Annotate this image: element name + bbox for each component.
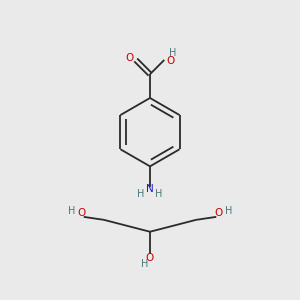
Text: H: H	[68, 206, 75, 216]
Text: N: N	[146, 184, 154, 194]
Text: H: H	[225, 206, 232, 216]
Text: O: O	[126, 53, 134, 63]
Text: H: H	[155, 189, 163, 199]
Text: H: H	[141, 259, 148, 269]
Text: O: O	[214, 208, 223, 218]
Text: O: O	[166, 56, 174, 66]
Text: O: O	[77, 208, 86, 218]
Text: O: O	[146, 253, 154, 262]
Text: H: H	[169, 48, 176, 59]
Text: H: H	[137, 189, 145, 199]
